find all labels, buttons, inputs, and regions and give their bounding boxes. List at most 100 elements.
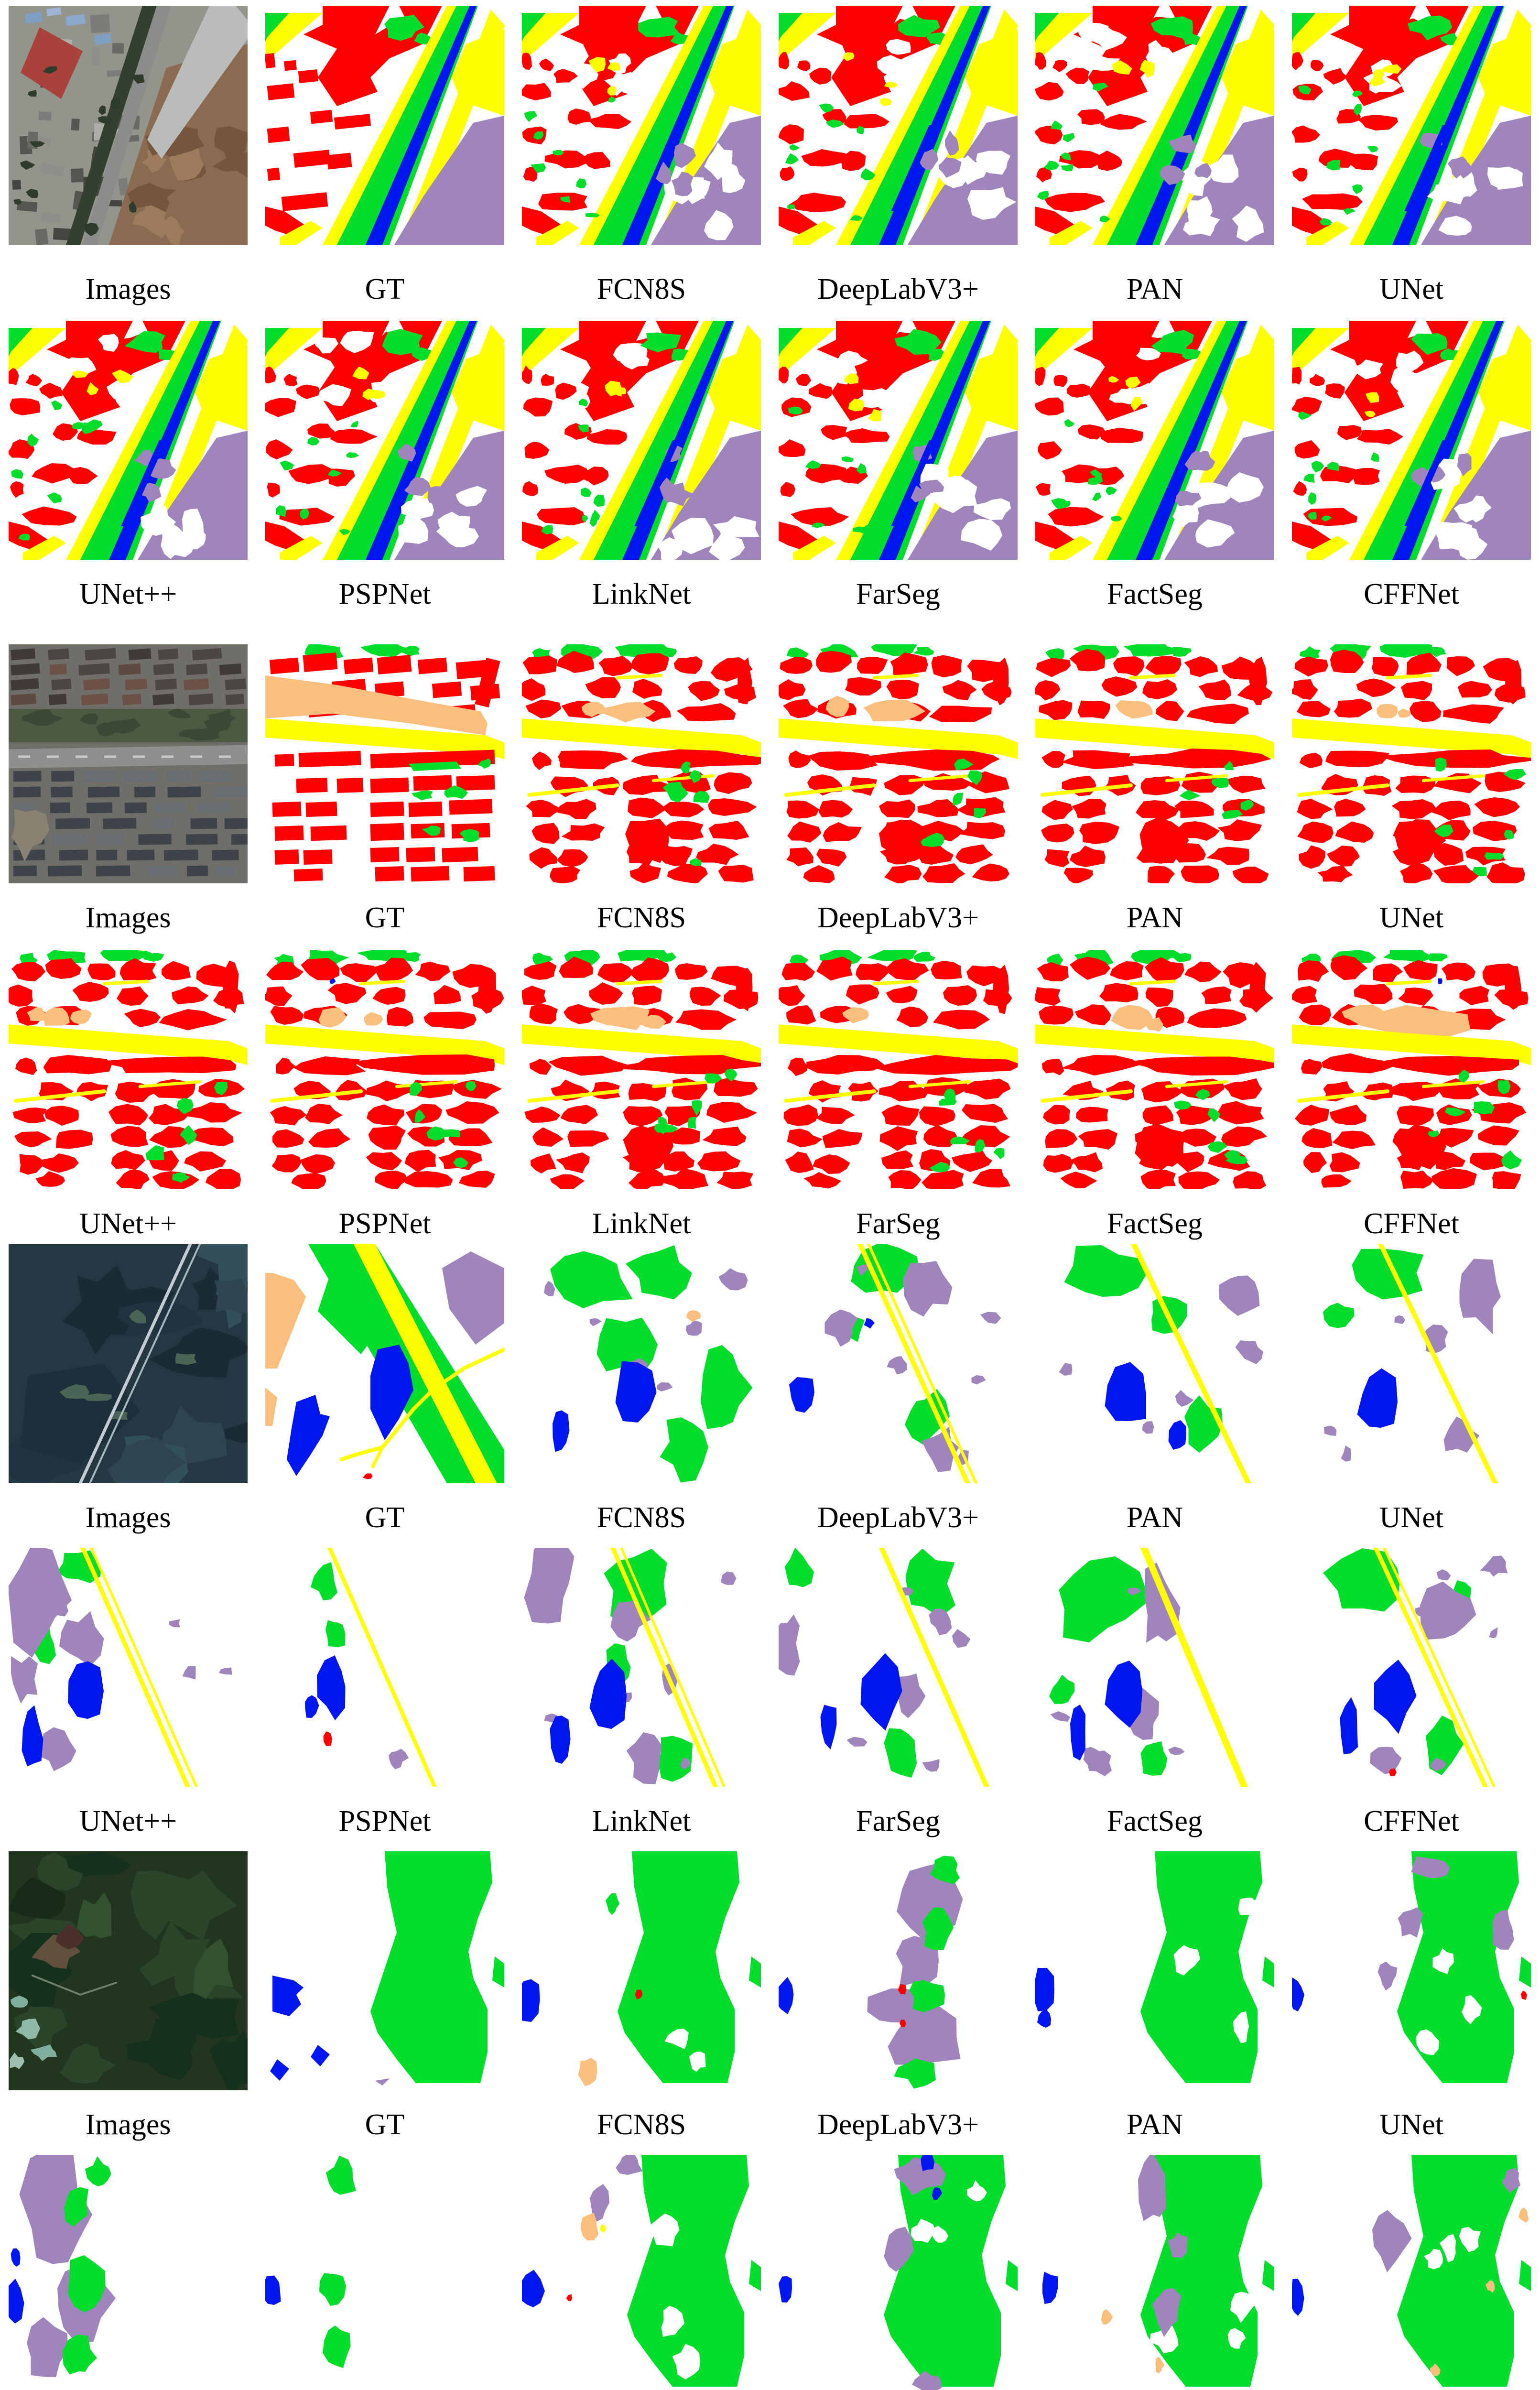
segmentation-tile-scene1-pspnet xyxy=(265,321,504,560)
segmentation-tile-scene4-gt xyxy=(265,1851,504,2090)
segmentation-tile-scene3-linknet xyxy=(522,1548,761,1787)
segmentation-tile-scene1-cffnet xyxy=(1292,321,1531,560)
model-label-pspnet: PSPNet xyxy=(338,1805,431,1837)
model-label-fcn8s: FCN8S xyxy=(596,273,686,305)
segmentation-tile-scene2-cffnet xyxy=(1292,950,1531,1189)
model-label-pan: PAN xyxy=(1126,1501,1183,1534)
segmentation-tile-scene2-pan xyxy=(1035,644,1274,883)
model-label-deeplabv3: DeepLabV3+ xyxy=(817,1501,979,1534)
segmentation-tile-scene2-deeplabv3 xyxy=(779,644,1018,883)
segmentation-tile-scene1-deeplabv3 xyxy=(779,6,1018,245)
model-label-images: Images xyxy=(85,1501,171,1534)
segmentation-tile-scene1-unet xyxy=(1292,6,1531,245)
model-label-pan: PAN xyxy=(1126,273,1183,305)
label-row-scene2-2: UNet++ PSPNet LinkNet FarSeg FactSeg CFFNet xyxy=(0,1209,1540,1238)
model-label-unet: UNet++ xyxy=(79,1805,177,1837)
segmentation-tile-scene2-pspnet xyxy=(265,950,504,1189)
label-row-scene1-2: UNet++ PSPNet LinkNet FarSeg FactSeg CFFNet xyxy=(0,578,1540,610)
tile-row-scene2-1 xyxy=(0,644,1540,883)
segmentation-tile-scene3-gt xyxy=(265,1244,504,1483)
segmentation-tile-scene3-fcn8s xyxy=(522,1244,761,1483)
satellite-image-tile-scene2-images xyxy=(9,644,248,883)
model-label-pan: PAN xyxy=(1126,902,1183,934)
segmentation-tile-scene3-unet xyxy=(9,1548,248,1787)
model-label-unet: UNet xyxy=(1379,902,1444,934)
segmentation-tile-scene1-fcn8s xyxy=(522,6,761,245)
segmentation-tile-scene3-unet xyxy=(1292,1244,1531,1483)
model-label-unet: UNet++ xyxy=(79,578,177,610)
segmentation-tile-scene1-unet xyxy=(9,321,248,560)
model-label-factseg: FactSeg xyxy=(1107,1207,1203,1240)
model-label-pan: PAN xyxy=(1126,2108,1183,2141)
segmentation-tile-scene2-linknet xyxy=(522,950,761,1189)
label-row-scene2-1: Images GT FCN8S DeepLabV3+ PAN UNet xyxy=(0,902,1540,934)
model-label-cffnet: CFFNet xyxy=(1364,578,1459,610)
segmentation-tile-scene4-farseg xyxy=(779,2155,1018,2390)
model-label-linknet: LinkNet xyxy=(592,1805,691,1837)
model-label-linknet: LinkNet xyxy=(592,1207,691,1240)
tile-row-scene3-1 xyxy=(0,1244,1540,1483)
model-label-farseg: FarSeg xyxy=(856,1805,940,1837)
segmentation-tile-scene4-factseg xyxy=(1035,2155,1274,2390)
satellite-image-tile-scene1-images xyxy=(9,6,248,245)
model-label-factseg: FactSeg xyxy=(1107,578,1203,610)
segmentation-tile-scene2-farseg xyxy=(779,950,1018,1189)
model-label-cffnet: CFFNet xyxy=(1364,1805,1459,1837)
tile-row-scene1-2 xyxy=(0,321,1540,560)
model-label-images: Images xyxy=(85,2108,171,2141)
model-label-fcn8s: FCN8S xyxy=(596,1501,686,1534)
label-row-scene3-2: UNet++ PSPNet LinkNet FarSeg FactSeg CFFNet xyxy=(0,1805,1540,1837)
segmentation-tile-scene2-unet xyxy=(9,950,248,1189)
model-label-gt: GT xyxy=(365,902,405,934)
model-label-deeplabv3: DeepLabV3+ xyxy=(817,273,979,305)
model-label-factseg: FactSeg xyxy=(1107,1805,1203,1837)
model-label-farseg: FarSeg xyxy=(856,578,940,610)
label-row-scene3-1: Images GT FCN8S DeepLabV3+ PAN UNet xyxy=(0,1503,1540,1532)
segmentation-tile-scene3-pan xyxy=(1035,1244,1274,1483)
segmentation-tile-scene4-unet xyxy=(9,2155,248,2390)
segmentation-tile-scene2-factseg xyxy=(1035,950,1274,1189)
model-label-unet: UNet++ xyxy=(79,1207,177,1240)
segmentation-tile-scene4-pspnet xyxy=(265,2155,504,2390)
segmentation-tile-scene2-unet xyxy=(1292,644,1531,883)
model-label-unet: UNet xyxy=(1379,2108,1444,2141)
model-label-deeplabv3: DeepLabV3+ xyxy=(817,902,979,934)
segmentation-tile-scene3-cffnet xyxy=(1292,1548,1531,1787)
segmentation-tile-scene2-fcn8s xyxy=(522,644,761,883)
model-label-farseg: FarSeg xyxy=(856,1207,940,1240)
segmentation-tile-scene4-cffnet xyxy=(1292,2155,1531,2390)
tile-row-scene1-1 xyxy=(0,6,1540,245)
model-label-pspnet: PSPNet xyxy=(338,578,431,610)
model-label-fcn8s: FCN8S xyxy=(596,2108,686,2141)
segmentation-tile-scene1-farseg xyxy=(779,321,1018,560)
segmentation-tile-scene3-deeplabv3 xyxy=(779,1244,1018,1483)
label-row-scene1-1: Images GT FCN8S DeepLabV3+ PAN UNet xyxy=(0,273,1540,305)
model-label-unet: UNet xyxy=(1379,273,1444,305)
segmentation-tile-scene1-linknet xyxy=(522,321,761,560)
model-label-deeplabv3: DeepLabV3+ xyxy=(817,2108,979,2141)
segmentation-tile-scene3-farseg xyxy=(779,1548,1018,1787)
segmentation-tile-scene4-deeplabv3 xyxy=(779,1851,1018,2090)
model-label-unet: UNet xyxy=(1379,1501,1444,1534)
segmentation-tile-scene4-pan xyxy=(1035,1851,1274,2090)
model-label-gt: GT xyxy=(365,273,405,305)
segmentation-tile-scene1-gt xyxy=(265,6,504,245)
segmentation-tile-scene3-pspnet xyxy=(265,1548,504,1787)
segmentation-tile-scene2-gt xyxy=(265,644,504,883)
model-label-linknet: LinkNet xyxy=(592,578,691,610)
segmentation-results-figure: Images GT FCN8S DeepLabV3+ PAN UNet UNet++ PSPN… xyxy=(0,6,1540,2390)
segmentation-tile-scene4-linknet xyxy=(522,2155,761,2390)
satellite-image-tile-scene3-images xyxy=(9,1244,248,1483)
segmentation-tile-scene1-pan xyxy=(1035,6,1274,245)
satellite-image-tile-scene4-images xyxy=(9,1851,248,2090)
model-label-images: Images xyxy=(85,902,171,934)
segmentation-tile-scene4-unet xyxy=(1292,1851,1531,2090)
model-label-pspnet: PSPNet xyxy=(338,1207,431,1240)
tile-row-scene4-1 xyxy=(0,1851,1540,2090)
segmentation-tile-scene3-factseg xyxy=(1035,1548,1274,1787)
model-label-gt: GT xyxy=(365,2108,405,2141)
segmentation-tile-scene4-fcn8s xyxy=(522,1851,761,2090)
tile-row-scene4-2 xyxy=(0,2155,1540,2390)
segmentation-tile-scene1-factseg xyxy=(1035,321,1274,560)
model-label-gt: GT xyxy=(365,1501,405,1534)
